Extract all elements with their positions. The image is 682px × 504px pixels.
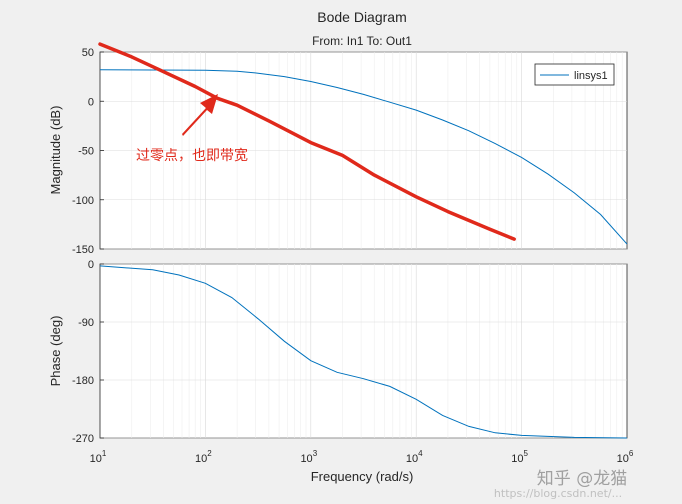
magnitude-ylabel: Magnitude (dB)	[48, 106, 63, 195]
xtick-label: 105	[511, 449, 528, 465]
phase-yticks: 0 -90 -180 -270	[72, 259, 627, 445]
frequency-xticks: 101 102 103 104 105 106	[90, 449, 634, 465]
magnitude-series-linsys1	[99, 69, 628, 245]
xtick-label: 104	[406, 449, 423, 465]
ytick-label: -180	[72, 375, 94, 387]
annotation-text: 过零点，也即带宽	[136, 147, 248, 164]
ytick-label: 50	[82, 47, 94, 59]
ytick-label: 0	[88, 259, 94, 271]
xtick-label: 106	[617, 449, 634, 465]
magnitude-axes: 50 0 -50 -100 -150 Magnitude (dB) linsys1 过零…	[48, 42, 628, 256]
annotation: 过零点，也即带宽	[136, 94, 248, 164]
xtick-label: 103	[300, 449, 317, 465]
watermark-main: 知乎 @龙猫	[537, 469, 627, 489]
x-axis-label: Frequency (rad/s)	[311, 469, 414, 484]
xtick-label: 102	[195, 449, 212, 465]
figure-title: Bode Diagram	[317, 9, 407, 25]
phase-grid	[131, 264, 623, 438]
magnitude-yticks: 50 0 -50 -100 -150	[72, 47, 627, 256]
ytick-label: -270	[72, 433, 94, 445]
legend: linsys1	[534, 63, 615, 86]
legend-box	[534, 63, 615, 86]
ytick-label: -90	[78, 317, 94, 329]
ytick-label: -150	[72, 244, 94, 256]
ytick-label: 0	[88, 96, 94, 108]
legend-entry-linsys1: linsys1	[574, 70, 608, 82]
ytick-label: -50	[78, 146, 94, 158]
phase-series-linsys1	[99, 265, 628, 439]
watermark-url: https://blog.csdn.net/...	[494, 487, 622, 500]
ytick-label: -100	[72, 195, 94, 207]
phase-plot-area	[99, 263, 628, 439]
xtick-label: 101	[90, 449, 107, 465]
phase-axes: 0 -90 -180 -270 101 102 103 104 105 106 Phase (d…	[48, 259, 634, 465]
annotation-red-curve	[98, 42, 516, 241]
annotation-arrow	[182, 94, 218, 136]
phase-ylabel: Phase (deg)	[48, 316, 63, 387]
figure-subtitle: From: In1 To: Out1	[312, 34, 412, 48]
